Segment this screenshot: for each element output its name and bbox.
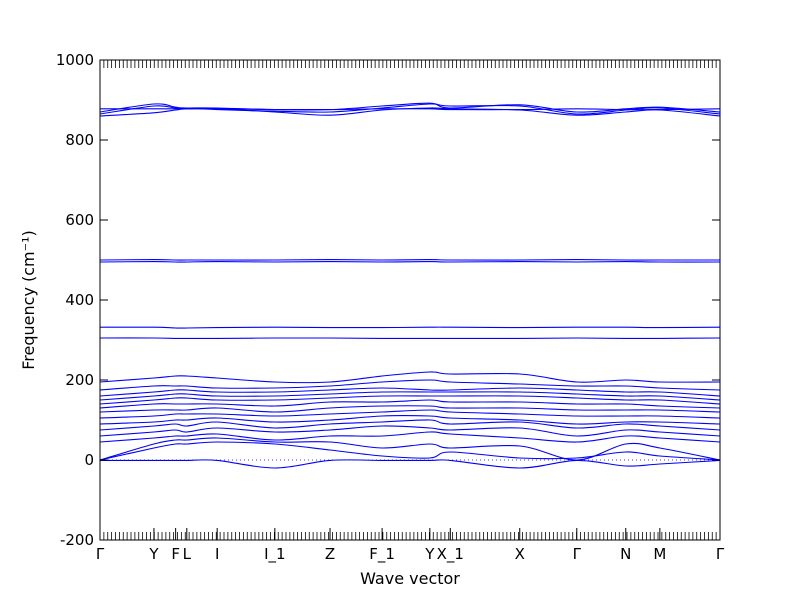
k-point-label: I — [215, 545, 219, 563]
dispersion-branch-14 — [99, 379, 721, 391]
dispersion-branch-5 — [99, 425, 721, 437]
dispersion-branch-15 — [99, 371, 721, 384]
plot-frame — [99, 59, 721, 541]
k-point-label: L — [183, 545, 192, 563]
dispersion-branch-12 — [99, 391, 721, 401]
y-tick-label: 0 — [84, 451, 94, 469]
dispersion-branch-9 — [99, 405, 721, 413]
k-point-label: M — [653, 545, 666, 563]
minor-ticks — [103, 60, 717, 540]
y-tick-label: -200 — [60, 531, 94, 549]
k-point-label: F — [171, 545, 180, 563]
dispersion-branch-20 — [99, 107, 721, 117]
dispersion-branch-16 — [99, 337, 721, 340]
dispersion-branch-13 — [99, 387, 721, 397]
y-tick-label: 1000 — [56, 51, 94, 69]
k-point-label: X — [515, 545, 525, 563]
dispersion-branch-2 — [99, 441, 721, 461]
k-point-label: Z — [325, 545, 335, 563]
dispersion-branch-23 — [99, 108, 721, 111]
y-tick-label: 400 — [65, 291, 94, 309]
dispersion-lines — [99, 102, 721, 469]
k-point-label: X_1 — [437, 545, 464, 564]
k-point-label: I_1 — [264, 545, 285, 564]
x-axis-ticks: Γ Y F L I I_1 Z F_1 Y X_1 X Γ N M Γ — [96, 528, 725, 564]
k-point-label: Γ — [573, 545, 582, 563]
dispersion-branch-11 — [99, 395, 721, 405]
dispersion-branch-7 — [99, 415, 721, 425]
y-tick-label: 800 — [65, 131, 94, 149]
y-tick-label: 200 — [65, 371, 94, 389]
y-axis-label: Frequency (cm⁻¹) — [19, 230, 38, 369]
dispersion-branch-6 — [99, 419, 721, 431]
dispersion-branch-1 — [100, 459, 721, 469]
x-axis-label: Wave vector — [360, 569, 460, 588]
dispersion-branch-22 — [99, 102, 721, 113]
k-point-label: N — [620, 545, 631, 563]
y-tick-label: 600 — [65, 211, 94, 229]
k-point-label: Y — [424, 545, 435, 563]
k-point-label: Γ — [96, 545, 105, 563]
k-point-label: Y — [148, 545, 159, 563]
dispersion-branch-8 — [99, 409, 721, 419]
dispersion-branch-4 — [99, 431, 721, 443]
dispersion-branch-17 — [99, 326, 721, 329]
k-point-label: F_1 — [369, 545, 395, 564]
dispersion-branch-10 — [99, 399, 721, 409]
dispersion-branch-3 — [99, 437, 721, 461]
y-axis-ticks: -200 0 200 400 600 800 1000 — [56, 51, 720, 549]
k-point-label: Γ — [716, 545, 725, 563]
